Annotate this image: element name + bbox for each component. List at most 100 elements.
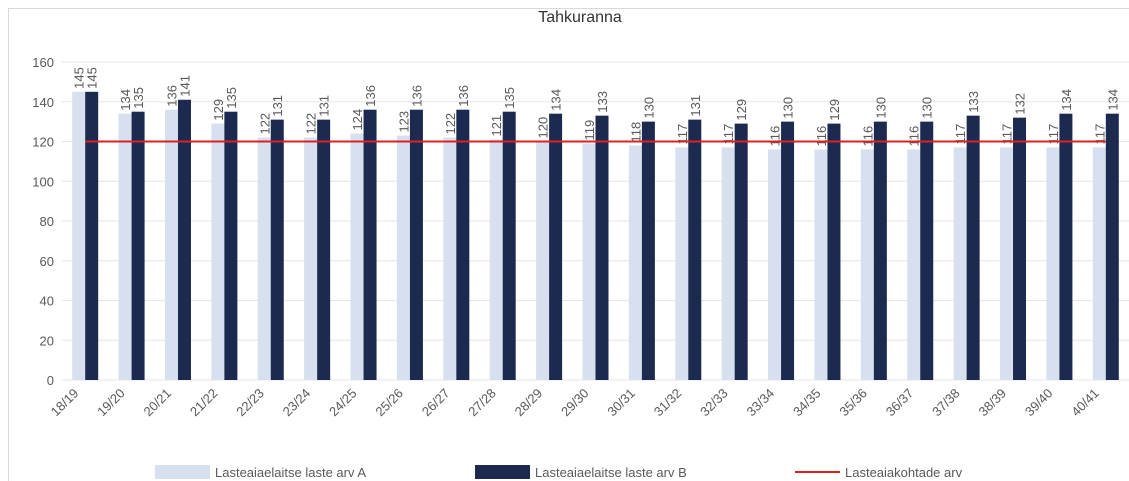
bar bbox=[1000, 147, 1014, 380]
bar bbox=[489, 139, 503, 380]
bar bbox=[582, 143, 596, 380]
y-tick-label: 140 bbox=[32, 95, 54, 110]
data-label: 135 bbox=[502, 87, 517, 109]
data-label: 134 bbox=[118, 89, 133, 111]
data-label: 141 bbox=[177, 75, 192, 97]
y-tick-label: 60 bbox=[40, 254, 54, 269]
data-label: 116 bbox=[814, 126, 829, 147]
data-label: 119 bbox=[582, 120, 597, 141]
bar bbox=[641, 121, 655, 380]
legend-swatch bbox=[155, 465, 210, 479]
chart-title: Tahkuranna bbox=[538, 9, 622, 26]
bar bbox=[536, 141, 550, 380]
bar bbox=[396, 135, 410, 380]
bar bbox=[304, 137, 318, 380]
bar bbox=[177, 99, 191, 380]
bar bbox=[363, 109, 377, 380]
bar bbox=[270, 119, 284, 380]
data-label: 145 bbox=[72, 67, 87, 89]
bar bbox=[131, 111, 145, 380]
bar bbox=[1013, 117, 1027, 381]
bar bbox=[721, 147, 735, 380]
bar bbox=[920, 121, 934, 380]
data-label: 131 bbox=[688, 95, 703, 117]
data-label: 116 bbox=[860, 126, 875, 147]
bar bbox=[443, 137, 457, 380]
bar bbox=[1105, 113, 1119, 381]
data-label: 129 bbox=[211, 99, 226, 121]
data-label: 134 bbox=[1105, 89, 1120, 111]
data-label: 134 bbox=[1059, 89, 1074, 111]
bar bbox=[595, 115, 609, 380]
bar bbox=[409, 109, 423, 380]
bar bbox=[211, 123, 225, 381]
data-label: 136 bbox=[409, 85, 424, 107]
data-label: 116 bbox=[768, 126, 783, 147]
bar bbox=[734, 123, 748, 381]
y-tick-label: 120 bbox=[32, 135, 54, 150]
bar bbox=[768, 149, 782, 380]
data-label: 117 bbox=[1092, 124, 1107, 145]
bar bbox=[1046, 147, 1060, 380]
y-tick-label: 40 bbox=[40, 294, 54, 309]
data-label: 130 bbox=[920, 97, 935, 119]
bar bbox=[456, 109, 470, 380]
bar bbox=[860, 149, 874, 380]
y-tick-label: 20 bbox=[40, 333, 54, 348]
bar bbox=[907, 149, 921, 380]
bar bbox=[1059, 113, 1073, 381]
legend-swatch bbox=[475, 465, 530, 479]
bar bbox=[873, 121, 887, 380]
bar bbox=[164, 109, 178, 380]
bar bbox=[118, 113, 132, 381]
bar bbox=[628, 145, 642, 380]
data-label: 124 bbox=[350, 109, 365, 131]
chart-frame bbox=[8, 8, 1129, 481]
bar bbox=[72, 91, 86, 380]
bar bbox=[688, 119, 702, 380]
y-tick-label: 80 bbox=[40, 214, 54, 229]
y-tick-label: 100 bbox=[32, 174, 54, 189]
bar bbox=[257, 137, 271, 380]
data-label: 132 bbox=[1013, 93, 1028, 115]
data-label: 136 bbox=[164, 85, 179, 107]
bar bbox=[1092, 147, 1106, 380]
data-label: 117 bbox=[1046, 124, 1061, 145]
bar bbox=[85, 91, 99, 380]
data-label: 135 bbox=[131, 87, 146, 109]
data-label: 131 bbox=[317, 95, 332, 117]
bar bbox=[966, 115, 980, 380]
data-label: 135 bbox=[224, 87, 239, 109]
data-label: 134 bbox=[549, 89, 564, 111]
data-label: 136 bbox=[456, 85, 471, 107]
data-label: 129 bbox=[827, 99, 842, 121]
data-label: 117 bbox=[721, 124, 736, 145]
data-label: 130 bbox=[873, 97, 888, 119]
y-tick-label: 0 bbox=[47, 373, 54, 388]
data-label: 130 bbox=[781, 97, 796, 119]
bar bbox=[502, 111, 516, 380]
bar bbox=[827, 123, 841, 381]
bar bbox=[814, 149, 828, 380]
bar bbox=[953, 147, 967, 380]
legend-label: Lasteaiaelaitse laste arv A bbox=[215, 465, 366, 480]
data-label: 120 bbox=[536, 117, 551, 139]
data-label: 129 bbox=[734, 99, 749, 121]
data-label: 118 bbox=[628, 122, 643, 143]
data-label: 122 bbox=[443, 113, 458, 135]
y-tick-label: 160 bbox=[32, 55, 54, 70]
data-label: 117 bbox=[675, 124, 690, 145]
bar bbox=[675, 147, 689, 380]
legend-label: Lasteaiakohtade arv bbox=[845, 465, 963, 480]
data-label: 122 bbox=[257, 113, 272, 135]
bar bbox=[317, 119, 331, 380]
bar bbox=[549, 113, 563, 381]
data-label: 122 bbox=[304, 113, 319, 135]
data-label: 131 bbox=[270, 95, 285, 117]
bar bbox=[224, 111, 238, 380]
data-label: 136 bbox=[363, 85, 378, 107]
data-label: 117 bbox=[953, 124, 968, 145]
data-label: 116 bbox=[907, 126, 922, 147]
bar bbox=[350, 133, 364, 380]
legend-label: Lasteaiaelaitse laste arv B bbox=[535, 465, 687, 480]
